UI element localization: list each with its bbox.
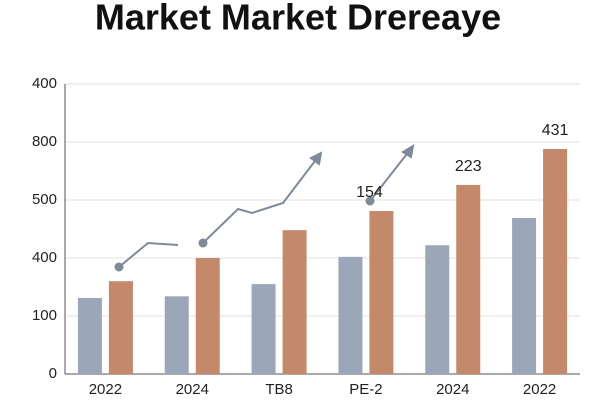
chart-title: Market Market Drereaye — [95, 0, 501, 38]
y-tick-label: 400 — [32, 75, 57, 92]
x-tick-label: 2022 — [89, 381, 122, 398]
y-tick-label: 0 — [49, 365, 57, 382]
annotation: 431 — [542, 122, 569, 139]
bar — [195, 258, 220, 374]
bar — [338, 256, 363, 374]
trend-line — [369, 149, 411, 202]
bar — [543, 148, 568, 374]
trend-line — [202, 156, 319, 244]
annotation: 154 — [356, 184, 383, 201]
trend-point — [114, 262, 124, 272]
trend-line — [118, 241, 179, 268]
arrow-head — [309, 144, 415, 166]
bar — [164, 296, 189, 374]
bar — [251, 284, 276, 374]
trend-point — [198, 238, 208, 248]
y-tick-label: 800 — [32, 133, 57, 150]
annotation: 223 — [455, 158, 482, 175]
bar — [456, 184, 481, 374]
x-tick-label: PE-2 — [349, 381, 382, 398]
y-tick-label: 500 — [32, 191, 57, 208]
y-tick-label: 400 — [32, 249, 57, 266]
trend-decoration — [114, 144, 415, 272]
bar — [77, 298, 102, 374]
x-tick-label: 2022 — [523, 381, 556, 398]
bar — [282, 230, 307, 374]
bar — [512, 217, 537, 374]
x-tick-label: TB8 — [265, 381, 293, 398]
trend-point — [365, 196, 375, 206]
bar — [425, 245, 450, 374]
bar — [108, 281, 133, 374]
x-tick-label: 2024 — [436, 381, 469, 398]
y-tick-label: 100 — [32, 307, 57, 324]
bar — [369, 211, 394, 374]
x-tick-label: 2024 — [176, 381, 209, 398]
